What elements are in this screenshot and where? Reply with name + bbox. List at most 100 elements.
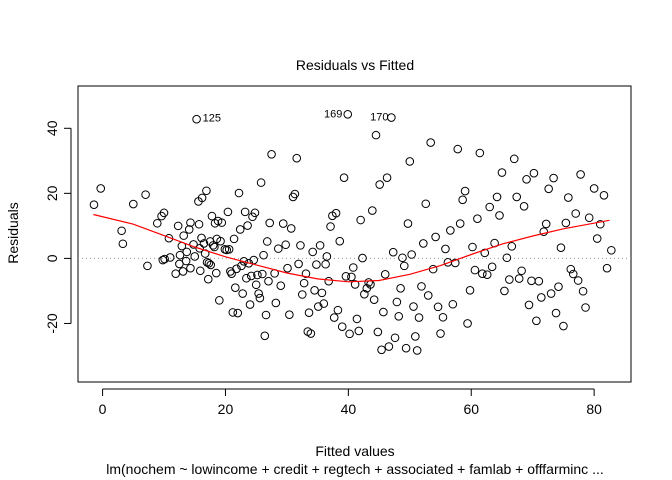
residual-point [546, 289, 556, 298]
residual-point [237, 261, 246, 271]
residual-point [568, 269, 578, 279]
residual-point [337, 322, 347, 332]
y-tick-label: 20 [44, 185, 60, 201]
residual-point [468, 242, 477, 252]
residual-point [230, 283, 240, 292]
residual-point [500, 286, 509, 296]
residual-point [286, 224, 296, 233]
residual-point [475, 148, 485, 158]
residual-point [265, 218, 275, 228]
residual-point [179, 231, 188, 240]
residual-point [388, 247, 398, 257]
residual-point [373, 327, 383, 337]
residual-point [394, 311, 404, 321]
residual-point [251, 280, 261, 290]
residual-point [532, 316, 541, 326]
residual-point [204, 258, 214, 268]
residual-point [255, 293, 265, 303]
residual-point [321, 259, 330, 269]
residual-point [458, 195, 467, 205]
residual-point [234, 188, 244, 198]
outlier-label: 170 [370, 112, 388, 124]
residual-point [573, 276, 583, 285]
residual-point [595, 219, 605, 229]
residual-point [559, 321, 568, 331]
residual-point [285, 310, 294, 319]
residual-point [396, 284, 405, 293]
residual-point [159, 208, 169, 218]
residual-point [202, 186, 211, 196]
residual-point [197, 193, 207, 203]
residual-point [96, 184, 106, 193]
residual-point [512, 192, 522, 202]
residual-point [258, 269, 267, 279]
residual-point [556, 243, 566, 252]
residual-point [310, 285, 319, 295]
residual-point [592, 234, 602, 243]
residual-point [407, 250, 416, 259]
x-tick-label: 60 [463, 401, 479, 417]
residual-point [412, 346, 422, 355]
lowess-smooth-line [93, 213, 610, 283]
residual-point [141, 190, 150, 199]
residual-point [409, 302, 418, 311]
residual-point [341, 271, 351, 281]
residual-point [419, 239, 428, 248]
residual-point [173, 221, 183, 231]
y-axis-label: Residuals [5, 202, 21, 263]
residual-point [216, 236, 225, 246]
residual-point [171, 269, 180, 278]
residual-point [485, 202, 494, 212]
residual-point [262, 237, 272, 246]
residual-point [492, 192, 502, 202]
residual-point [190, 252, 200, 261]
residual-point [197, 233, 206, 243]
residual-point [463, 319, 472, 328]
residual-point [243, 221, 252, 230]
residual-point [158, 255, 168, 265]
residual-point [165, 253, 175, 262]
residual-point [250, 208, 260, 218]
residual-point [246, 271, 256, 281]
residual-point [368, 206, 377, 215]
residual-point [206, 260, 216, 270]
residual-point [571, 209, 581, 218]
residual-point [433, 302, 443, 312]
residual-point [186, 218, 195, 227]
residual-point [589, 184, 599, 193]
residual-point [356, 215, 365, 225]
residual-point [354, 326, 364, 336]
residual-point [312, 260, 321, 269]
residual-point [534, 276, 544, 286]
residual-point [335, 236, 345, 246]
residual-point [217, 218, 227, 227]
residual-point [448, 299, 458, 309]
x-tick-label: 40 [341, 401, 357, 417]
residual-point [278, 219, 288, 228]
residual-point [607, 245, 616, 255]
residual-point [401, 343, 411, 353]
residual-point [304, 308, 314, 318]
residual-point [299, 278, 309, 288]
residual-point [522, 175, 531, 184]
residual-point [473, 214, 482, 224]
residual-point [514, 274, 524, 283]
residual-point [333, 305, 343, 315]
residual-point [329, 313, 339, 322]
data-points [89, 109, 616, 355]
residual-point [364, 278, 373, 287]
residual-point [450, 258, 460, 268]
residual-point [281, 240, 290, 250]
residual-point [470, 265, 480, 275]
residual-point [186, 263, 195, 273]
residual-point [152, 218, 162, 228]
residual-point [487, 262, 497, 272]
residual-point [178, 267, 188, 276]
residual-point [326, 222, 335, 231]
residual-point [360, 289, 369, 299]
residual-point [315, 241, 325, 250]
residual-point [235, 225, 245, 234]
residual-point [117, 226, 126, 236]
residual-point [369, 295, 379, 305]
residual-point [260, 331, 270, 341]
